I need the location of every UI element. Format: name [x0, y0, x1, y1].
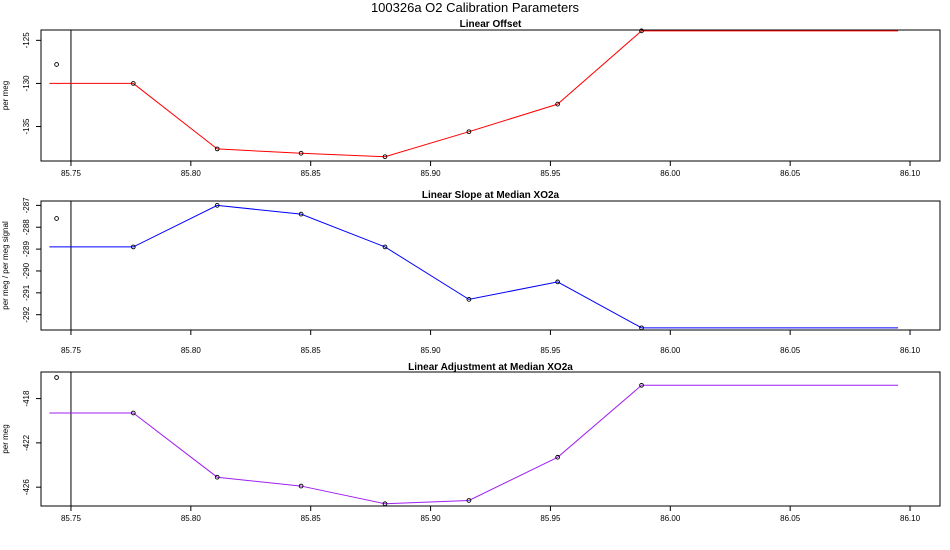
x-tick-label: 85.95 [540, 514, 561, 523]
x-tick-label: 85.95 [540, 169, 561, 178]
x-tick-label: 85.75 [61, 346, 82, 355]
data-point [555, 454, 560, 460]
x-tick-label: 85.75 [61, 514, 82, 523]
data-point [466, 129, 472, 135]
data-point [54, 216, 59, 221]
data-point [555, 279, 560, 285]
x-tick-label: 86.00 [660, 346, 681, 355]
data-point [130, 410, 136, 416]
data-point [54, 62, 59, 67]
x-tick-label: 85.85 [301, 169, 322, 178]
y-tick-label: -288 [22, 219, 31, 236]
panel-title: Linear Adjustment at Median XO2a [408, 362, 573, 373]
data-point [382, 154, 388, 160]
panel-linear-slope: Linear Slope at Median XO2a 85.75 85.80 85.… [1, 190, 941, 355]
data-point [54, 375, 59, 380]
data-point [639, 28, 644, 34]
data-point [466, 297, 472, 302]
y-tick-label: -130 [22, 75, 31, 92]
data-point [214, 203, 220, 208]
data-point [130, 244, 136, 250]
x-tick-label: 85.90 [421, 514, 442, 523]
panel-linear-offset: Linear Offset 85.75 85.80 85.85 85.90 85.95 86… [1, 19, 941, 178]
y-tick-label: -291 [22, 284, 31, 301]
y-tick-label: -418 [22, 390, 31, 407]
x-tick-label: 85.80 [181, 346, 202, 355]
data-point [298, 150, 304, 156]
y-axis-label: per meg / per meg signal [1, 221, 10, 310]
y-tick-label: -135 [22, 118, 31, 135]
data-point [298, 211, 304, 217]
x-tick-label: 86.05 [780, 514, 801, 523]
x-tick-label: 86.05 [780, 169, 801, 178]
x-tick-label: 86.10 [900, 514, 921, 523]
x-tick-label: 86.05 [780, 346, 801, 355]
data-point [382, 244, 388, 250]
data-point [382, 501, 388, 507]
y-tick-label: -292 [22, 306, 31, 323]
series-line [49, 204, 899, 329]
panel-linear-adjustment: Linear Adjustment at Median XO2a 85.75 85.… [1, 362, 941, 523]
data-point [214, 146, 220, 152]
data-point [639, 382, 644, 388]
y-axis-label: per meg [1, 81, 10, 110]
y-tick-label: -422 [22, 434, 31, 451]
plot-frame [40, 371, 941, 507]
x-tick-label: 85.90 [421, 169, 442, 178]
series-line [49, 30, 899, 158]
x-tick-label: 86.00 [660, 514, 681, 523]
y-tick-label: -290 [22, 262, 31, 279]
panel-title: Linear Slope at Median XO2a [422, 190, 560, 201]
data-point [214, 474, 220, 480]
y-tick-label: -289 [22, 241, 31, 258]
y-axis-label: per meg [1, 424, 10, 453]
y-tick-label: -426 [22, 479, 31, 496]
x-tick-label: 86.00 [660, 169, 681, 178]
x-tick-label: 85.90 [421, 346, 442, 355]
data-point [555, 101, 560, 107]
x-tick-label: 86.10 [900, 346, 921, 355]
data-point [298, 483, 304, 489]
x-tick-label: 85.80 [181, 514, 202, 523]
plot-frame [40, 29, 941, 162]
data-point [639, 325, 644, 331]
figure-title: 100326a O2 Calibration Parameters [371, 0, 580, 15]
x-tick-label: 85.85 [301, 346, 322, 355]
panel-title: Linear Offset [460, 19, 522, 30]
data-point [130, 81, 136, 86]
y-tick-label: -287 [22, 197, 31, 214]
x-tick-label: 86.10 [900, 169, 921, 178]
plot-frame [40, 200, 941, 331]
x-tick-label: 85.75 [61, 169, 82, 178]
x-tick-label: 85.80 [181, 169, 202, 178]
y-tick-label: -125 [22, 32, 31, 49]
x-tick-label: 85.85 [301, 514, 322, 523]
data-point [466, 498, 472, 503]
x-tick-label: 85.95 [540, 346, 561, 355]
series-line [49, 384, 899, 505]
